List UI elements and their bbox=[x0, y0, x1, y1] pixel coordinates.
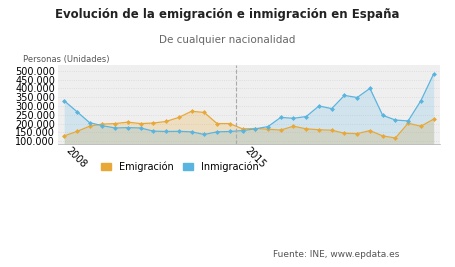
Legend: Emigración, Inmigración: Emigración, Inmigración bbox=[101, 161, 259, 172]
Text: Personas (Unidades): Personas (Unidades) bbox=[23, 55, 110, 64]
Text: Fuente: INE, www.epdata.es: Fuente: INE, www.epdata.es bbox=[273, 250, 399, 259]
Text: Evolución de la emigración e inmigración en España: Evolución de la emigración e inmigración… bbox=[55, 8, 400, 21]
Text: De cualquier nacionalidad: De cualquier nacionalidad bbox=[159, 35, 296, 45]
